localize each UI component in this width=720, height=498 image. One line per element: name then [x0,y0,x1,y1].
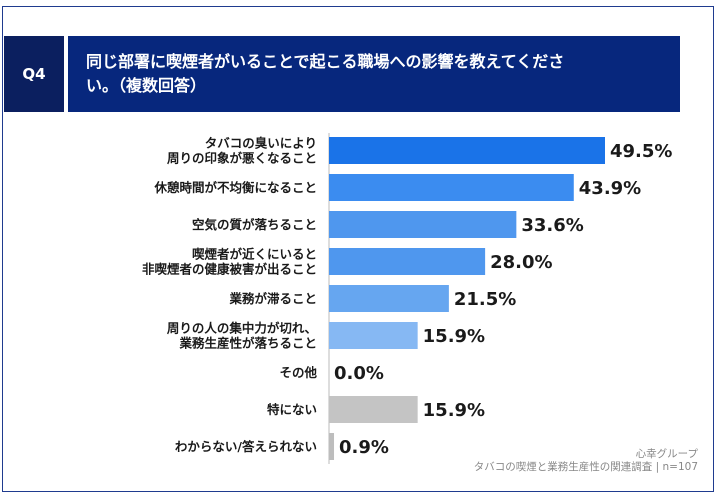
source-sample-size: n=107 [662,461,699,473]
question-header: Q4 同じ部署に喫煙者がいることで起こる職場への影響を教えてくださ い。（複数回… [4,36,680,112]
question-number: Q4 [4,36,64,112]
category-label-5: 周りの人の集中力が切れ、業務生産性が落ちること [167,321,317,351]
question-title-line1: 同じ部署に喫煙者がいることで起こる職場への影響を教えてくださ [86,52,565,71]
source-survey-name: タバコの喫煙と業務生産性の関連調査 [473,461,653,473]
category-label-8: わからない/答えられない [175,439,317,454]
category-label-3: 喫煙者が近くにいると非喫煙者の健康被害が出ること [142,247,317,277]
bar-5 [329,322,418,349]
value-label-7: 15.9% [423,400,485,421]
question-title-line2: い。（複数回答） [86,76,207,95]
bar-2 [329,211,517,238]
bar-7 [329,396,418,423]
value-label-0: 49.5% [610,141,672,162]
bar-4 [329,285,449,312]
source-survey: タバコの喫煙と業務生産性の関連調査 | n=107 [473,461,699,473]
source-brand: 心幸グループ [635,448,698,460]
bar-8 [329,433,335,460]
category-label-1: 休憩時間が不均衡になること [153,180,317,195]
value-label-2: 33.6% [521,215,583,236]
source-note: 心幸グループ タバコの喫煙と業務生産性の関連調査 | n=107 [474,448,698,474]
category-label-2: 空気の質が落ちること [192,217,317,232]
category-label-0: タバコの臭いにより周りの印象が悪くなること [167,136,317,166]
value-label-3: 28.0% [490,252,552,273]
value-label-8: 0.9% [339,437,389,458]
bar-3 [329,248,486,275]
category-label-4: 業務が滞ること [228,291,317,306]
value-label-4: 21.5% [454,289,516,310]
bar-1 [329,174,574,201]
category-label-6: その他 [279,365,317,380]
value-label-6: 0.0% [334,363,384,384]
value-label-1: 43.9% [579,178,641,199]
value-label-5: 15.9% [423,326,485,347]
category-label-7: 特にない [267,402,317,417]
bar-0 [329,137,605,164]
question-title: 同じ部署に喫煙者がいることで起こる職場への影響を教えてくださ い。（複数回答） [68,36,680,112]
